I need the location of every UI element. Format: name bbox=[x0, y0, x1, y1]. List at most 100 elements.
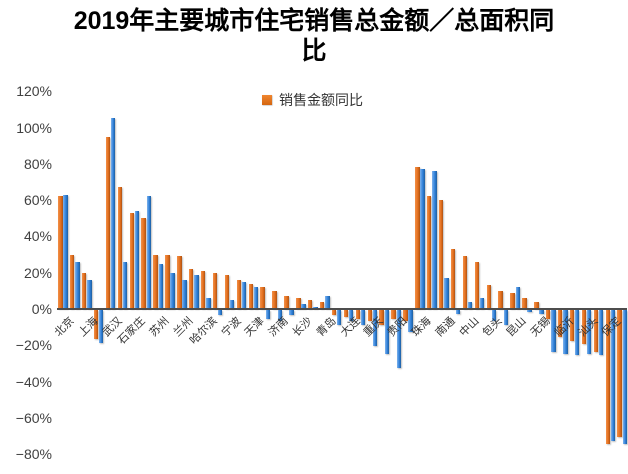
x-axis-city-label: 青岛 bbox=[314, 315, 339, 340]
bar-sales-area bbox=[277, 310, 282, 321]
bar-sales-area bbox=[479, 298, 485, 309]
bar-sales-area bbox=[337, 310, 342, 325]
x-axis-city-label: 南通 bbox=[433, 315, 458, 340]
bar-sales-area bbox=[467, 301, 473, 309]
bar-sales-area bbox=[218, 310, 223, 316]
bar-sales-area bbox=[325, 296, 330, 309]
bar-sales-amount bbox=[581, 310, 587, 345]
bar-sales-amount bbox=[70, 254, 75, 309]
bar-sales-amount bbox=[593, 310, 599, 352]
bar-sales-area bbox=[539, 310, 544, 314]
bar-sales-area bbox=[551, 310, 556, 352]
bar-sales-amount bbox=[403, 310, 408, 321]
bar-sales-area bbox=[170, 272, 175, 309]
bar-sales-area bbox=[384, 310, 390, 354]
y-axis-tick-label: 0% bbox=[31, 301, 52, 317]
bar-sales-amount bbox=[546, 310, 551, 320]
bar-sales-area bbox=[586, 310, 592, 354]
bar-sales-amount bbox=[272, 290, 277, 309]
bar-sales-area bbox=[301, 303, 306, 309]
chart-title: 2019年主要城市住宅销售总金额／总面积同比 bbox=[73, 7, 555, 65]
bar-sales-amount bbox=[379, 310, 384, 325]
bar-sales-amount bbox=[260, 287, 265, 309]
y-axis-tick-label: 120% bbox=[16, 83, 52, 100]
bar-sales-amount bbox=[486, 285, 491, 309]
bar-sales-amount bbox=[117, 187, 123, 309]
bar-sales-amount bbox=[534, 301, 539, 309]
bar-sales-amount bbox=[331, 310, 337, 316]
y-axis-tick-label: −20% bbox=[15, 337, 52, 354]
bar-sales-area bbox=[134, 210, 140, 309]
bar-sales-amount bbox=[105, 136, 111, 309]
bar-sales-area bbox=[110, 118, 116, 309]
bar-sales-amount bbox=[498, 290, 503, 309]
bar-sales-amount bbox=[367, 310, 372, 321]
bar-sales-amount bbox=[510, 292, 515, 309]
chart-legend: 销售金额同比 bbox=[262, 92, 363, 108]
bar-sales-area bbox=[408, 310, 413, 332]
bar-sales-amount bbox=[343, 310, 349, 318]
x-axis-city-label: 长沙 bbox=[290, 315, 315, 340]
bar-sales-amount bbox=[189, 269, 194, 309]
bar-sales-amount bbox=[391, 310, 396, 320]
y-axis-tick-label: 20% bbox=[23, 264, 52, 281]
bar-sales-area bbox=[396, 310, 401, 369]
y-axis-tick-label: 80% bbox=[23, 155, 52, 172]
bar-sales-area bbox=[432, 171, 437, 309]
y-axis-tick-label: −40% bbox=[15, 373, 52, 390]
bar-sales-area bbox=[444, 278, 449, 309]
bar-sales-area bbox=[229, 299, 235, 309]
bar-sales-amount bbox=[236, 279, 242, 309]
bar-sales-amount bbox=[557, 310, 563, 338]
bar-sales-area bbox=[253, 287, 259, 309]
bar-sales-area bbox=[182, 279, 187, 309]
bar-sales-area bbox=[87, 279, 92, 309]
bar-sales-amount bbox=[474, 261, 480, 309]
bar-sales-amount bbox=[153, 254, 158, 309]
bar-sales-amount bbox=[212, 272, 218, 309]
bar-sales-amount bbox=[427, 196, 432, 309]
bar-sales-area bbox=[241, 281, 247, 309]
bar-sales-area bbox=[146, 196, 152, 309]
bar-sales-area bbox=[158, 263, 163, 309]
x-axis-city-label: 天津 bbox=[242, 315, 267, 340]
bar-sales-amount bbox=[617, 310, 622, 438]
bar-sales-area bbox=[622, 310, 628, 445]
bar-sales-area bbox=[63, 194, 68, 309]
legend-swatch-orange-icon bbox=[262, 95, 272, 105]
bar-sales-area bbox=[206, 298, 211, 309]
bar-sales-amount bbox=[450, 249, 456, 309]
x-axis-city-label: 北京 bbox=[52, 315, 77, 340]
y-axis-tick-label: 100% bbox=[16, 119, 52, 136]
x-axis-city-label: 中山 bbox=[457, 315, 482, 340]
bar-sales-area bbox=[289, 310, 294, 316]
bar-sales-area bbox=[99, 310, 104, 343]
y-axis-tick-label: 60% bbox=[23, 192, 52, 209]
bar-sales-area bbox=[563, 310, 568, 354]
bar-sales-area bbox=[122, 261, 128, 309]
bar-sales-amount bbox=[462, 256, 468, 309]
x-axis-city-label: 宁波 bbox=[219, 315, 244, 340]
bar-sales-amount bbox=[355, 310, 361, 320]
bar-sales-area bbox=[265, 310, 271, 320]
bar-sales-area bbox=[456, 310, 461, 314]
bar-sales-amount bbox=[296, 298, 301, 309]
bar-sales-amount bbox=[129, 212, 134, 309]
bar-sales-amount bbox=[141, 218, 146, 309]
bar-sales-amount bbox=[93, 310, 99, 340]
bar-sales-area bbox=[575, 310, 580, 356]
bar-sales-area bbox=[491, 310, 497, 321]
x-axis-city-label: 包头 bbox=[480, 315, 505, 340]
bar-sales-amount bbox=[569, 310, 575, 341]
bar-sales-amount bbox=[81, 272, 87, 309]
bar-sales-area bbox=[75, 261, 80, 309]
bar-sales-area bbox=[194, 274, 199, 309]
bar-sales-area bbox=[348, 310, 354, 321]
legend-label: 销售金额同比 bbox=[279, 92, 363, 108]
bar-sales-area bbox=[372, 310, 378, 347]
bar-sales-amount bbox=[284, 296, 289, 309]
bar-sales-area bbox=[420, 169, 425, 309]
bar-sales-amount bbox=[58, 196, 63, 309]
bar-sales-area bbox=[360, 310, 366, 325]
